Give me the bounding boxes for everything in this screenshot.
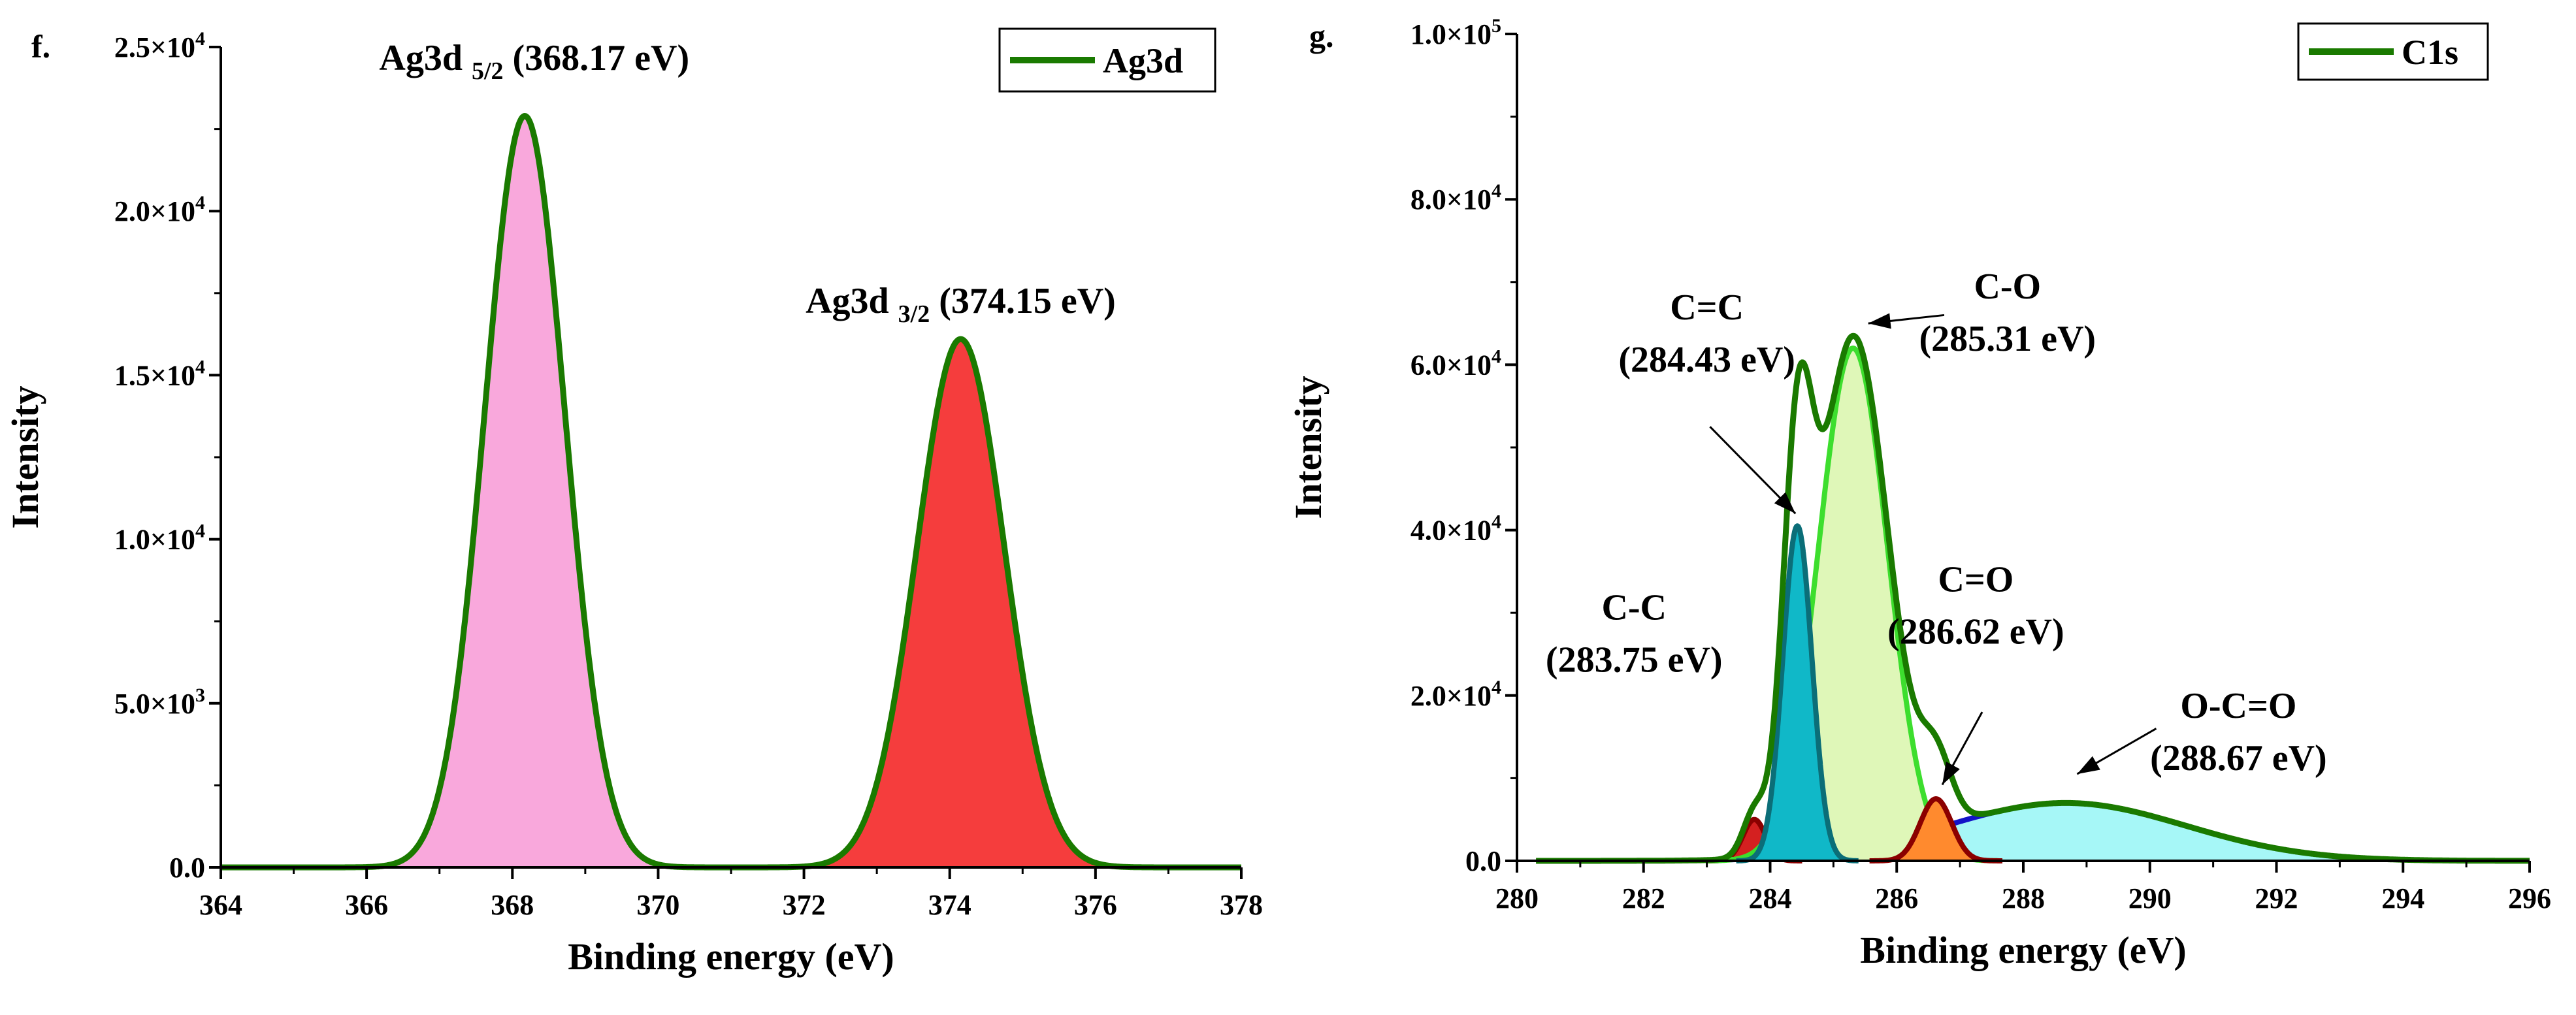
peak-annotation-name: O-C=O xyxy=(2180,686,2296,726)
x-tick-label: 368 xyxy=(491,889,534,921)
x-tick-label: 282 xyxy=(1622,882,1665,914)
x-axis-title: Binding energy (eV) xyxy=(568,935,894,978)
component-fill-c-o xyxy=(1869,799,2002,861)
peak-annotation: Ag3d 3/2 (374.15 eV) xyxy=(806,281,1116,328)
y-tick-label: 8.0×104 xyxy=(1410,180,1501,216)
annotation-arrow-head xyxy=(1868,313,1891,329)
peak-annotation-name: C-O xyxy=(1974,266,2041,307)
y-tick-label: 2.0×104 xyxy=(1410,677,1501,712)
peak-annotation-energy: (283.75 eV) xyxy=(1546,639,1723,680)
peak-annotation-name: C=O xyxy=(1938,559,2014,600)
envelope-line xyxy=(218,113,1244,871)
y-tick-label: 1.0×105 xyxy=(1410,15,1501,50)
panel-letter: f. xyxy=(31,28,50,65)
component-fill-c-o xyxy=(1706,348,2000,861)
x-tick-label: 294 xyxy=(2381,882,2424,914)
x-tick-label: 280 xyxy=(1495,882,1539,914)
x-tick-label: 290 xyxy=(2128,882,2172,914)
peak-annotation-name: C=C xyxy=(1670,287,1744,328)
x-tick-label: 296 xyxy=(2508,882,2551,914)
legend-label: C1s xyxy=(2402,33,2458,72)
legend-label: Ag3d xyxy=(1103,41,1183,80)
x-tick-label: 284 xyxy=(1749,882,1792,914)
panel-g-c1s: 280 282 284 286 288 290 292 294 296 0.0 2.0×104 4.0… xyxy=(1287,15,2551,971)
x-tick-label: 292 xyxy=(2255,882,2298,914)
x-tick-label: 366 xyxy=(345,889,388,921)
y-tick-label: 6.0×104 xyxy=(1410,346,1501,381)
y-tick-label: 1.5×104 xyxy=(114,356,205,391)
component-fill-o-c-o xyxy=(1560,803,2530,861)
y-axis-title: Intensity xyxy=(4,385,46,528)
x-tick-label: 364 xyxy=(199,889,242,921)
x-tick-label: 288 xyxy=(2002,882,2045,914)
y-tick-label: 1.0×104 xyxy=(114,521,205,556)
x-tick-label: 372 xyxy=(783,889,826,921)
peak-annotation-energy: (284.43 eV) xyxy=(1618,340,1795,380)
component-fill-c-c xyxy=(1706,819,1802,861)
x-tick-label: 370 xyxy=(636,889,679,921)
peak-annotation-energy: (285.31 eV) xyxy=(1919,319,2096,359)
y-tick-label: 0.0 xyxy=(169,852,205,884)
annotation-arrow-head xyxy=(1942,761,1960,785)
y-tick-label: 0.0 xyxy=(1465,845,1501,877)
x-tick-label: 376 xyxy=(1074,889,1117,921)
envelope-line xyxy=(1533,332,2532,864)
x-tick-label: 374 xyxy=(928,889,971,921)
y-tick-label: 2.5×104 xyxy=(114,28,205,63)
y-axis-title: Intensity xyxy=(1287,376,1329,519)
x-tick-label: 286 xyxy=(1875,882,1918,914)
annotation-arrow-head xyxy=(2077,756,2100,775)
panel-letter: g. xyxy=(1309,18,1334,54)
peak-annotation-name: C-C xyxy=(1601,587,1667,628)
annotation-arrow-head xyxy=(1774,492,1796,514)
component-fill-ag3d-3-2 xyxy=(777,339,1145,867)
peak-annotation-energy: (286.62 eV) xyxy=(1887,611,2064,652)
peak-annotation: Ag3d 5/2 (368.17 eV) xyxy=(379,38,689,85)
x-tick-label: 378 xyxy=(1220,889,1263,921)
peak-annotation-energy: (288.67 eV) xyxy=(2150,738,2327,779)
component-fill-c-c xyxy=(1736,526,1859,861)
y-tick-label: 2.0×104 xyxy=(114,192,205,227)
panel-f-ag3d: 364 366 368 370 372 374 376 378 0.0 5.0×103 1.0×10… xyxy=(4,27,1263,978)
y-tick-label: 5.0×103 xyxy=(114,685,205,720)
y-tick-label: 4.0×104 xyxy=(1410,511,1501,547)
component-line-c-c xyxy=(1733,523,1861,863)
x-axis-title: Binding energy (eV) xyxy=(1860,929,2186,971)
component-fill-ag3d-5-2 xyxy=(356,116,693,867)
